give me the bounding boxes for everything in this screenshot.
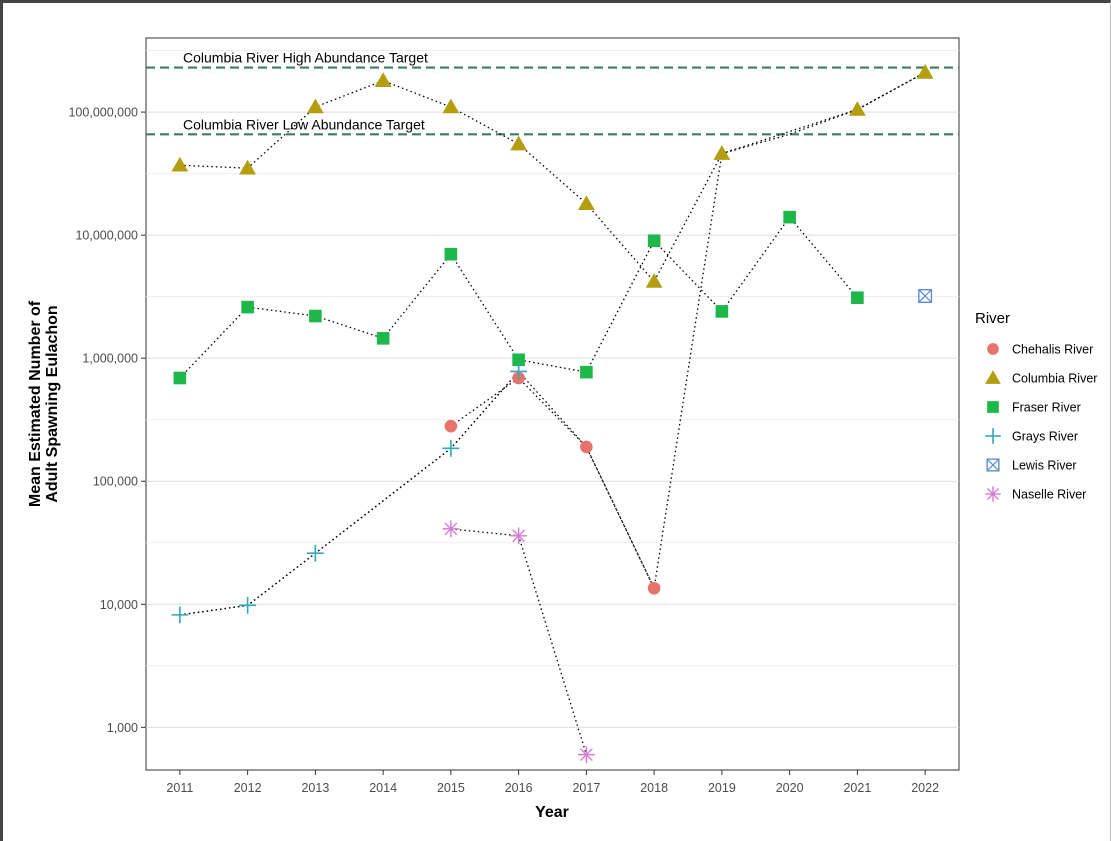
columbia-river-point [577, 195, 595, 211]
columbia-river-point [510, 135, 528, 151]
legend-key [987, 343, 999, 355]
fraser-river-point [309, 309, 322, 323]
legend-label: Chehalis River [1012, 343, 1093, 357]
grays-river-point [171, 606, 189, 624]
chehalis-river-point [444, 419, 458, 433]
y-axis-title-line-1: Mean Estimated Number of [27, 300, 44, 507]
fraser-river-point [241, 300, 254, 314]
x-tick-label: 2022 [911, 781, 939, 795]
legend-key [986, 458, 1000, 472]
y-axis-title-line-2: Adult Spawning Eulachon [44, 305, 61, 502]
grays-river-point [510, 363, 528, 380]
x-tick-label: 2014 [369, 781, 397, 795]
x-tick-label: 2012 [234, 781, 262, 795]
naselle-river-point [577, 746, 595, 764]
y-axis-ticks: 1,000 10,000 100,000 1,000,000 10,000,000 100… [68, 106, 146, 735]
legend-key [985, 486, 1001, 502]
y-tick-label: 1,000 [107, 721, 138, 735]
x-tick-label: 2015 [437, 781, 465, 795]
legend-label: Grays River [1012, 430, 1078, 444]
y-axis-title: Mean Estimated Number of [27, 300, 44, 507]
x-tick-label: 2020 [776, 781, 804, 795]
legend-key [985, 428, 1001, 444]
fraser-river-point [715, 305, 729, 318]
x-tick-label: 2016 [505, 781, 533, 795]
legend-label: Naselle River [1012, 488, 1086, 502]
columbia-river-point [306, 98, 324, 114]
chehalis-river-point [580, 440, 593, 454]
columbia-river-point [171, 156, 189, 172]
x-tick-label: 2021 [843, 781, 871, 795]
y-tick-label: 10,000,000 [75, 229, 138, 243]
naselle-river-point [442, 520, 460, 538]
legend-label: Columbia River [1012, 372, 1097, 386]
reference-line-label: Columbia River High Abundance Target [183, 50, 428, 66]
data-points [171, 64, 934, 764]
legend: River Chehalis River Columbia River Fraser… [975, 310, 1097, 502]
grays-river-point [239, 596, 257, 614]
fraser-river-point [647, 234, 661, 248]
x-axis-ticks: 2011 2012 2013 2014 2015 2016 2017 2018 2019 2020… [166, 770, 939, 795]
grays-river-point [306, 544, 324, 562]
x-tick-label: 2018 [640, 781, 668, 795]
lewis-river-point [918, 289, 933, 304]
fraser-river-point [783, 210, 796, 224]
x-tick-label: 2017 [572, 781, 600, 795]
plot-panel [145, 37, 960, 771]
fraser-river-point [376, 332, 390, 345]
x-tick-label: 2019 [708, 781, 736, 795]
reference-line-label: Columbia River Low Abundance Target [183, 116, 425, 132]
y-tick-label: 1,000,000 [82, 352, 138, 366]
series-line [450, 377, 655, 589]
grid-lines [146, 50, 959, 728]
x-tick-label: 2013 [301, 781, 329, 795]
y-tick-label: 100,000 [93, 475, 138, 489]
series-line [179, 216, 858, 379]
legend-title: River [975, 310, 1010, 327]
grays-river-point [442, 439, 460, 457]
fraser-river-point [580, 365, 593, 379]
columbia-river-point [713, 145, 731, 160]
columbia-river-point [442, 98, 460, 114]
y-tick-label: 10,000 [100, 598, 138, 612]
legend-label: Fraser River [1012, 401, 1081, 415]
fraser-river-point [444, 247, 458, 261]
columbia-river-point [916, 64, 934, 79]
y-tick-label: 100,000,000 [68, 106, 138, 120]
x-axis-title: Year [535, 804, 569, 821]
fraser-river-point [173, 371, 187, 385]
fraser-river-point [512, 353, 525, 367]
columbia-river-point [239, 159, 257, 175]
chehalis-river-point [647, 581, 661, 595]
connecting-line [179, 71, 926, 616]
legend-key [987, 401, 999, 413]
fraser-river-point [851, 291, 864, 305]
columbia-river-point [848, 101, 866, 116]
columbia-river-point [645, 273, 663, 288]
x-tick-label: 2011 [166, 781, 193, 795]
naselle-river-point [510, 527, 528, 545]
y-axis-title-2: Adult Spawning Eulachon [44, 305, 61, 502]
columbia-river-point [374, 72, 392, 87]
legend-key [985, 370, 1001, 384]
reference-lines: Columbia River High Abundance Target Colu… [146, 50, 959, 136]
legend-label: Lewis River [1012, 459, 1077, 473]
